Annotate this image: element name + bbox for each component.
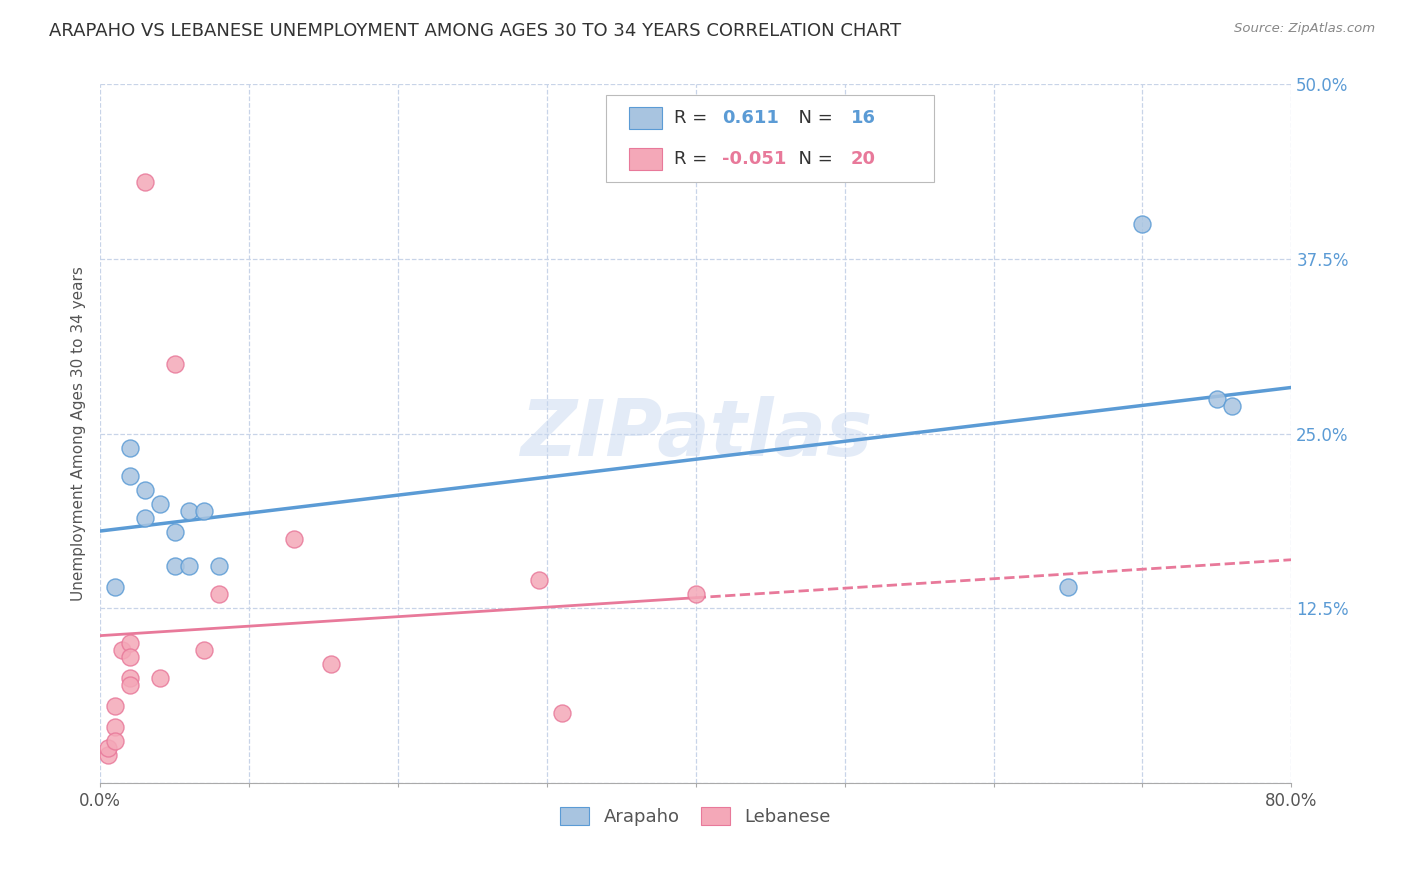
Y-axis label: Unemployment Among Ages 30 to 34 years: Unemployment Among Ages 30 to 34 years: [72, 267, 86, 601]
Point: [134, 510, 156, 524]
Point: [118, 671, 141, 685]
Text: 16: 16: [851, 109, 876, 127]
Point: [111, 643, 134, 657]
Point: [1057, 581, 1080, 595]
Point: [193, 503, 215, 517]
Point: [149, 671, 172, 685]
Point: [208, 587, 231, 601]
Text: N =: N =: [787, 109, 839, 127]
Text: R =: R =: [675, 150, 713, 169]
Point: [179, 503, 201, 517]
FancyBboxPatch shape: [628, 148, 662, 170]
FancyBboxPatch shape: [606, 95, 934, 182]
Point: [319, 657, 342, 672]
Text: 0.611: 0.611: [721, 109, 779, 127]
FancyBboxPatch shape: [628, 107, 662, 129]
Point: [97, 748, 120, 763]
Point: [104, 699, 127, 714]
Point: [104, 734, 127, 748]
Point: [163, 357, 186, 371]
Point: [163, 559, 186, 574]
Point: [163, 524, 186, 539]
Point: [208, 559, 231, 574]
Point: [134, 175, 156, 189]
Point: [104, 720, 127, 734]
Point: [529, 574, 551, 588]
Point: [1220, 399, 1243, 413]
Point: [118, 468, 141, 483]
Point: [685, 587, 707, 601]
Text: 20: 20: [851, 150, 876, 169]
Point: [134, 483, 156, 497]
Text: ZIPatlas: ZIPatlas: [520, 396, 872, 472]
Point: [118, 441, 141, 455]
Point: [118, 636, 141, 650]
Point: [1205, 392, 1227, 406]
Legend: Arapaho, Lebanese: Arapaho, Lebanese: [553, 799, 838, 833]
Point: [283, 532, 305, 546]
Text: ARAPAHO VS LEBANESE UNEMPLOYMENT AMONG AGES 30 TO 34 YEARS CORRELATION CHART: ARAPAHO VS LEBANESE UNEMPLOYMENT AMONG A…: [49, 22, 901, 40]
Point: [97, 741, 120, 756]
Point: [118, 650, 141, 665]
Point: [179, 559, 201, 574]
Text: R =: R =: [675, 109, 713, 127]
Text: -0.051: -0.051: [721, 150, 786, 169]
Point: [551, 706, 574, 721]
Point: [118, 678, 141, 692]
Point: [1132, 217, 1154, 231]
Point: [104, 581, 127, 595]
Point: [149, 497, 172, 511]
Text: N =: N =: [787, 150, 839, 169]
Text: Source: ZipAtlas.com: Source: ZipAtlas.com: [1234, 22, 1375, 36]
Point: [193, 643, 215, 657]
